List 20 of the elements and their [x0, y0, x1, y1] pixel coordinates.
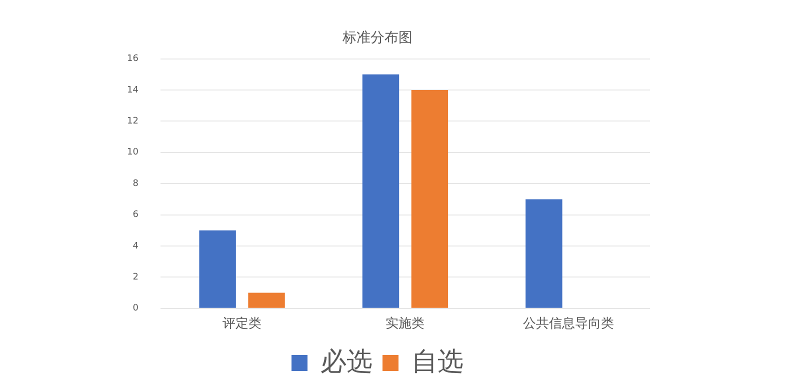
y-tick-label: 10: [127, 148, 139, 158]
legend-label: 必选: [320, 346, 372, 377]
bar: [526, 199, 562, 308]
bar: [248, 292, 285, 308]
y-tick-label: 4: [132, 241, 139, 252]
x-tick-label: 评定类: [222, 316, 262, 332]
y-tick-label: 2: [132, 272, 138, 283]
y-tick-label: 14: [127, 85, 139, 96]
x-tick-label: 实施类: [386, 316, 425, 332]
legend-label: 自选: [412, 346, 464, 377]
y-tick-label: 12: [127, 116, 138, 127]
bar: [411, 90, 448, 308]
y-tick-label: 8: [132, 178, 139, 189]
y-tick-label: 6: [132, 210, 139, 220]
bar: [362, 74, 400, 308]
y-tick-label: 16: [127, 54, 139, 64]
chart-title: 标准分布图: [342, 30, 412, 46]
y-tick-label: 0: [132, 304, 139, 314]
x-tick-label: 公共信息导向类: [522, 316, 614, 332]
bar: [199, 230, 236, 308]
